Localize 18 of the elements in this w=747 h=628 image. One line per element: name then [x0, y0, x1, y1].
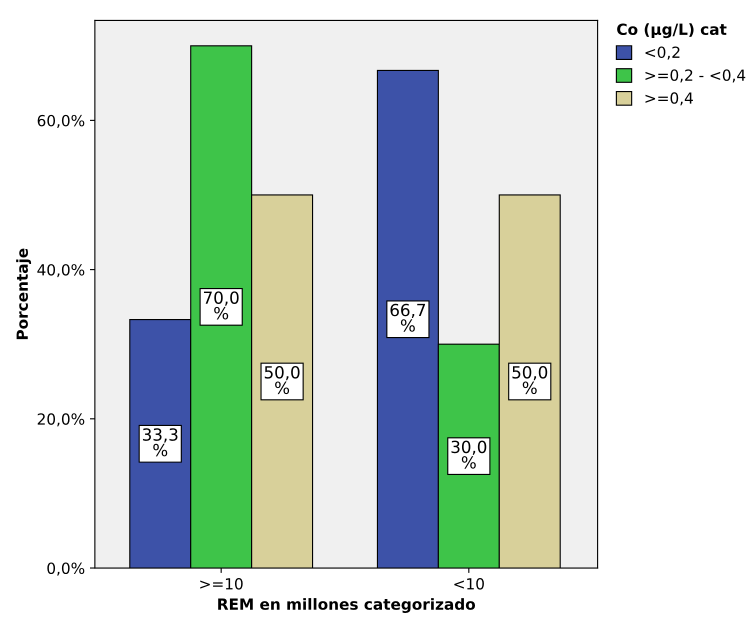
data-label: 50,0 % [512, 366, 548, 394]
legend-label: <0,2 [645, 46, 680, 60]
data-label: 33,3 % [142, 428, 178, 456]
x-tick-label: <10 [454, 578, 484, 590]
data-label: 70,0 % [204, 291, 239, 320]
x-tick-label: >=10 [200, 578, 243, 590]
y-tick-label: 60,0% [38, 114, 84, 128]
data-label: 30,0 % [452, 440, 486, 469]
data-label: 66,7 % [390, 304, 426, 332]
y-tick-label: 20,0% [38, 413, 84, 426]
y-axis-title: Porcentaje [16, 248, 32, 340]
data-label: 50,0 % [264, 366, 300, 394]
legend-label: >=0,2 - <0,4 [645, 69, 746, 82]
legend-label: >=0,4 [645, 92, 693, 106]
y-tick-label: 40,0% [37, 264, 84, 278]
y-tick-label: 0,0% [47, 562, 84, 576]
legend-title: Co (µg/L) cat [617, 23, 726, 38]
x-axis-title: REM en millones categorizado [218, 598, 476, 613]
